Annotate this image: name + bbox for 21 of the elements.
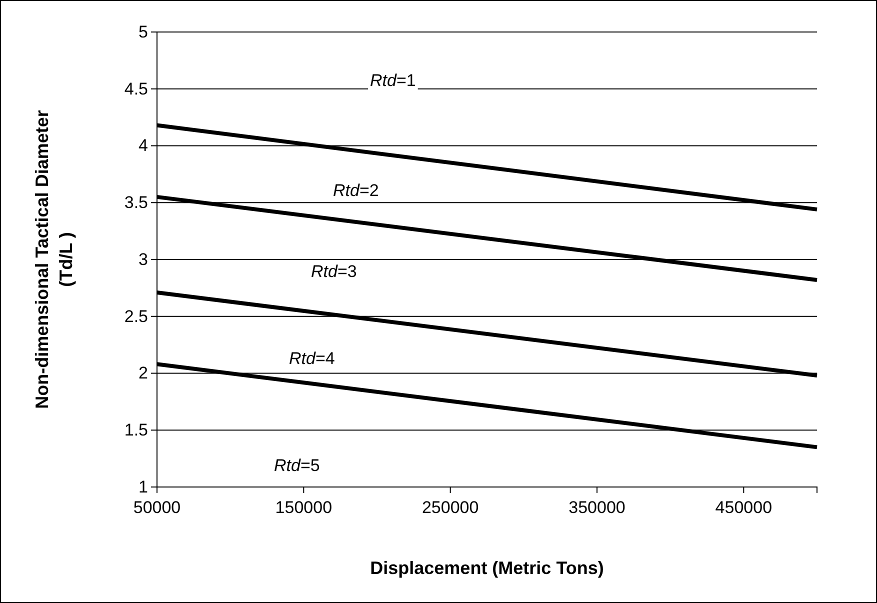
y-tick-label: 4.5 — [124, 79, 148, 98]
y-tick-label: 2 — [138, 364, 148, 383]
x-tick-label: 50000 — [133, 498, 181, 517]
y-tick-label: 1.5 — [124, 420, 148, 440]
annotation: Rtd=3 — [311, 262, 357, 281]
y-tick-label: 5 — [138, 22, 148, 42]
x-tick-label: 150000 — [275, 498, 332, 517]
annotation: Rtd=2 — [333, 180, 379, 200]
y-tick-label: 2.5 — [124, 306, 148, 326]
x-tick-label: 350000 — [568, 498, 626, 517]
x-axis-title: Displacement (Metric Tons) — [370, 558, 604, 578]
y-tick-label: 3.5 — [124, 193, 148, 212]
annotation: Rtd=4 — [289, 348, 335, 368]
annotation: Rtd=1 — [370, 70, 416, 90]
y-tick-label: 4 — [138, 136, 148, 156]
y-axis-title: Non-dimensional Tactical Diameter (Td/L ) — [32, 110, 76, 409]
y-tick-label: 3 — [138, 250, 148, 269]
annotation: Rtd=5 — [274, 456, 320, 475]
x-tick-label: 250000 — [422, 498, 479, 517]
y-tick-label: 1 — [138, 477, 148, 496]
x-tick-label: 450000 — [715, 498, 772, 517]
